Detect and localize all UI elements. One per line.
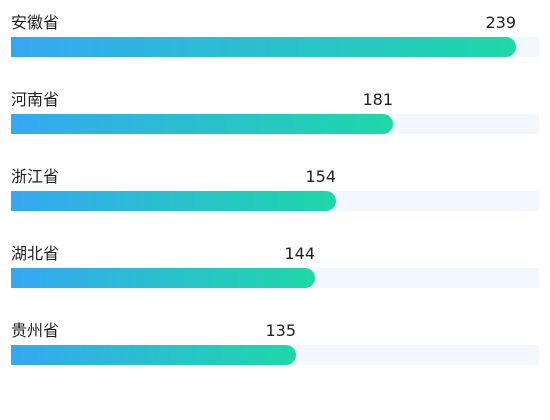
bar xyxy=(11,37,516,57)
bar xyxy=(11,268,315,288)
bar-row: 河南省 181 xyxy=(11,90,539,148)
value-label: 181 xyxy=(362,90,393,109)
value-label: 135 xyxy=(265,321,296,340)
value-label: 154 xyxy=(305,167,336,186)
bar-row: 浙江省 154 xyxy=(11,167,539,225)
bar-row: 湖北省 144 xyxy=(11,244,539,302)
bar xyxy=(11,191,336,211)
bar-row: 贵州省 135 xyxy=(11,321,539,379)
bar-row: 安徽省 239 xyxy=(11,13,539,71)
category-label: 安徽省 xyxy=(11,13,60,32)
category-label: 贵州省 xyxy=(11,321,60,340)
value-label: 239 xyxy=(485,13,516,32)
category-label: 湖北省 xyxy=(11,244,60,263)
category-label: 浙江省 xyxy=(11,167,60,186)
bar xyxy=(11,345,296,365)
bar xyxy=(11,114,393,134)
value-label: 144 xyxy=(284,244,315,263)
category-label: 河南省 xyxy=(11,90,60,109)
